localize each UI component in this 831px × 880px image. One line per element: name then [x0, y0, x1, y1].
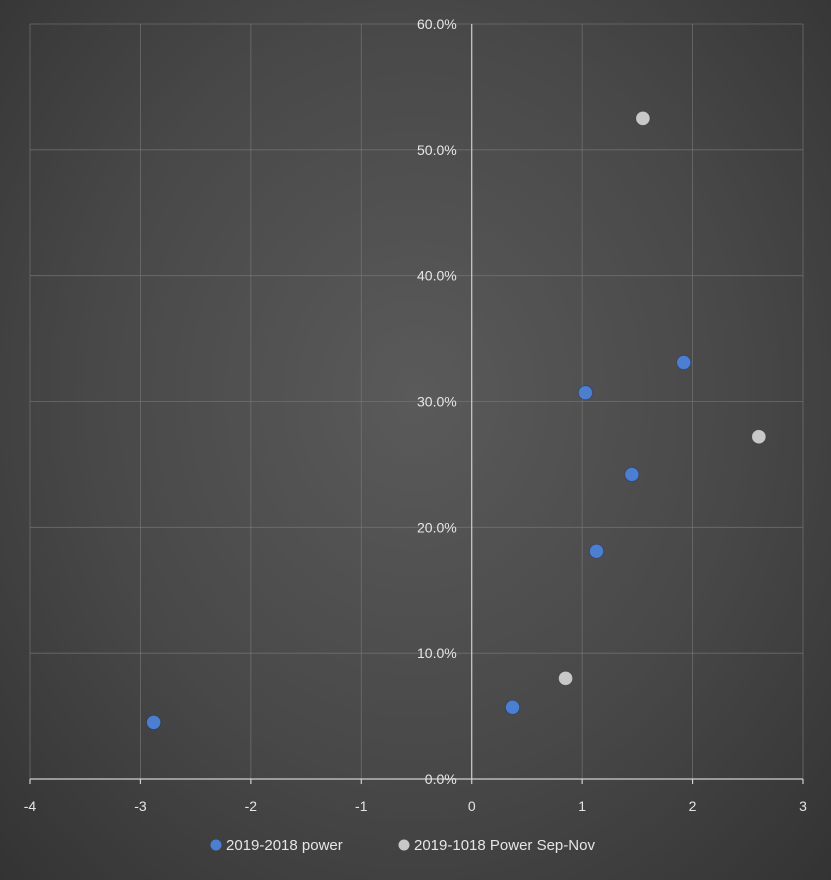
x-tick-label: -3: [134, 798, 147, 814]
data-point-series-2: [751, 429, 767, 445]
y-tick-label: 50.0%: [417, 142, 457, 158]
x-tick-labels: -4 -3 -2 -1 0 1 2 3: [24, 798, 807, 814]
y-tick-label: 0.0%: [425, 771, 457, 787]
x-tick-label: 3: [799, 798, 807, 814]
data-point-series-1: [589, 543, 604, 559]
x-tick-label: 2: [689, 798, 697, 814]
y-tick-label: 10.0%: [417, 645, 457, 661]
data-point-series-2: [635, 110, 651, 126]
y-tick-label: 30.0%: [417, 394, 457, 410]
legend-label-series-1: 2019-2018 power: [226, 837, 343, 854]
data-point-series-1: [676, 355, 692, 370]
y-tick-label: 20.0%: [417, 519, 457, 535]
y-tick-label: 60.0%: [417, 16, 457, 32]
x-tick-label: -2: [245, 798, 258, 814]
x-tick-label: -1: [355, 798, 368, 814]
data-point-series-1: [146, 714, 162, 730]
x-tick-label: -4: [24, 798, 37, 814]
legend-marker-series-2: [398, 839, 410, 851]
x-tick-label: 0: [468, 798, 476, 814]
data-point-series-2: [558, 670, 573, 686]
grid: [29, 23, 804, 779]
data-point-series-1: [505, 699, 520, 715]
x-tick-label: 1: [578, 798, 586, 814]
axes: [29, 24, 804, 784]
y-tick-label: 40.0%: [417, 268, 457, 284]
data-points: [146, 110, 767, 730]
legend-label-series-2: 2019-1018 Power Sep-Nov: [414, 837, 595, 854]
data-point-series-1: [578, 385, 593, 401]
y-tick-labels: 0.0% 10.0% 20.0% 30.0% 40.0% 50.0% 60.0%: [417, 16, 457, 787]
legend-marker-series-1: [210, 839, 222, 851]
legend: 2019-2018 power 2019-1018 Power Sep-Nov: [210, 837, 595, 854]
data-point-series-1: [624, 467, 640, 482]
